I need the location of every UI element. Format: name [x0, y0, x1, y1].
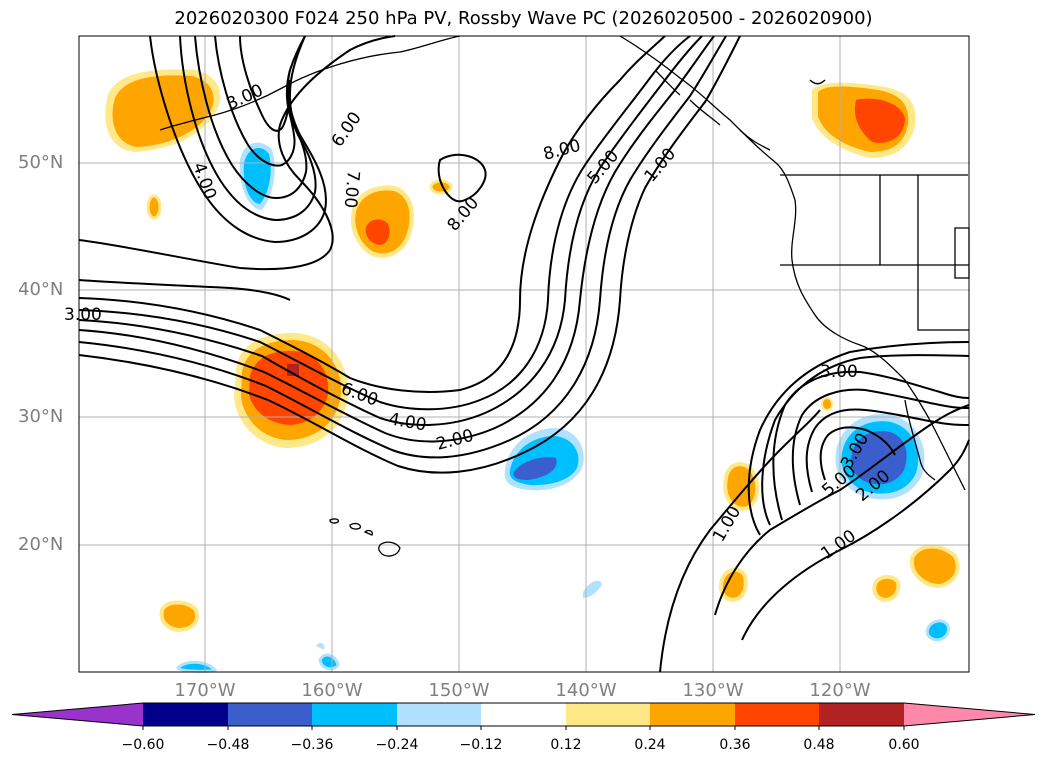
lat-label-50n: 50°N	[18, 152, 64, 173]
anomaly-center-north	[350, 185, 414, 258]
colorbar-segment	[228, 703, 312, 726]
anomaly-small-e	[872, 575, 901, 603]
lon-label-130w: 130°W	[682, 680, 744, 701]
anomaly-blue-small-b	[318, 653, 340, 671]
colorbar-tick-label: −0.24	[375, 737, 419, 753]
colorbar-segment	[312, 703, 397, 726]
colorbar-segment	[481, 703, 566, 726]
colorbar-tick-label: −0.12	[459, 737, 503, 753]
anomaly-small-c	[723, 462, 760, 511]
graticule	[79, 36, 969, 672]
lon-label-140w: 140°W	[555, 680, 617, 701]
hawaii-islands	[329, 518, 401, 557]
colorbar-segment	[650, 703, 735, 726]
colorbar-segment	[735, 703, 819, 726]
anomaly-blue-small-e	[316, 643, 325, 650]
anomaly-large-center	[234, 332, 349, 448]
anomaly-small-h	[821, 397, 833, 411]
anomaly-blue-small-c	[176, 660, 218, 673]
lon-label-120w: 120°W	[809, 680, 871, 701]
colorbar-segment	[566, 703, 650, 726]
lon-label-160w: 160°W	[301, 680, 363, 701]
lat-label-40n: 40°N	[18, 279, 64, 300]
colorbar	[11, 702, 1036, 730]
colorbar-tick-label: 0.48	[803, 737, 835, 753]
map-title: 2026020300 F024 250 hPa PV, Rossby Wave …	[174, 8, 873, 29]
colorbar-tick-label: −0.48	[206, 737, 250, 753]
anomaly-blue-small-d	[583, 580, 602, 598]
anomaly-ne	[812, 82, 916, 158]
colorbar-tick-label: 0.12	[550, 737, 582, 753]
pc-contours	[78, 35, 970, 673]
anomaly-small-g	[159, 600, 199, 633]
positive-anomalies	[105, 69, 960, 633]
anomaly-blue-center	[504, 428, 584, 491]
contour-label: 3.00	[820, 362, 858, 382]
lon-label-170w: 170°W	[174, 680, 236, 701]
lat-label-30n: 30°N	[18, 406, 64, 427]
colorbar-segment	[12, 703, 143, 726]
anomaly-blue-small-a	[925, 619, 950, 642]
colorbar-tick-label: −0.60	[121, 737, 165, 753]
colorbar-segment	[904, 703, 1035, 726]
colorbar-tick-label: −0.36	[290, 737, 334, 753]
lat-label-20n: 20°N	[18, 534, 64, 555]
colorbar-tick-label: 0.60	[888, 737, 920, 753]
anomaly-small-a	[146, 194, 162, 220]
colorbar-tick-label: 0.36	[719, 737, 751, 753]
lon-label-150w: 150°W	[428, 680, 490, 701]
map-background	[79, 36, 969, 672]
anomaly-small-f	[909, 544, 960, 589]
colorbar-segment	[143, 703, 228, 726]
contour-label: 3.00	[64, 305, 102, 325]
colorbar-tick-label: 0.24	[634, 737, 666, 753]
colorbar-segment	[397, 703, 481, 726]
map-frame	[78, 35, 970, 673]
colorbar-segment	[819, 703, 904, 726]
contour-label: 7.00	[340, 170, 363, 209]
